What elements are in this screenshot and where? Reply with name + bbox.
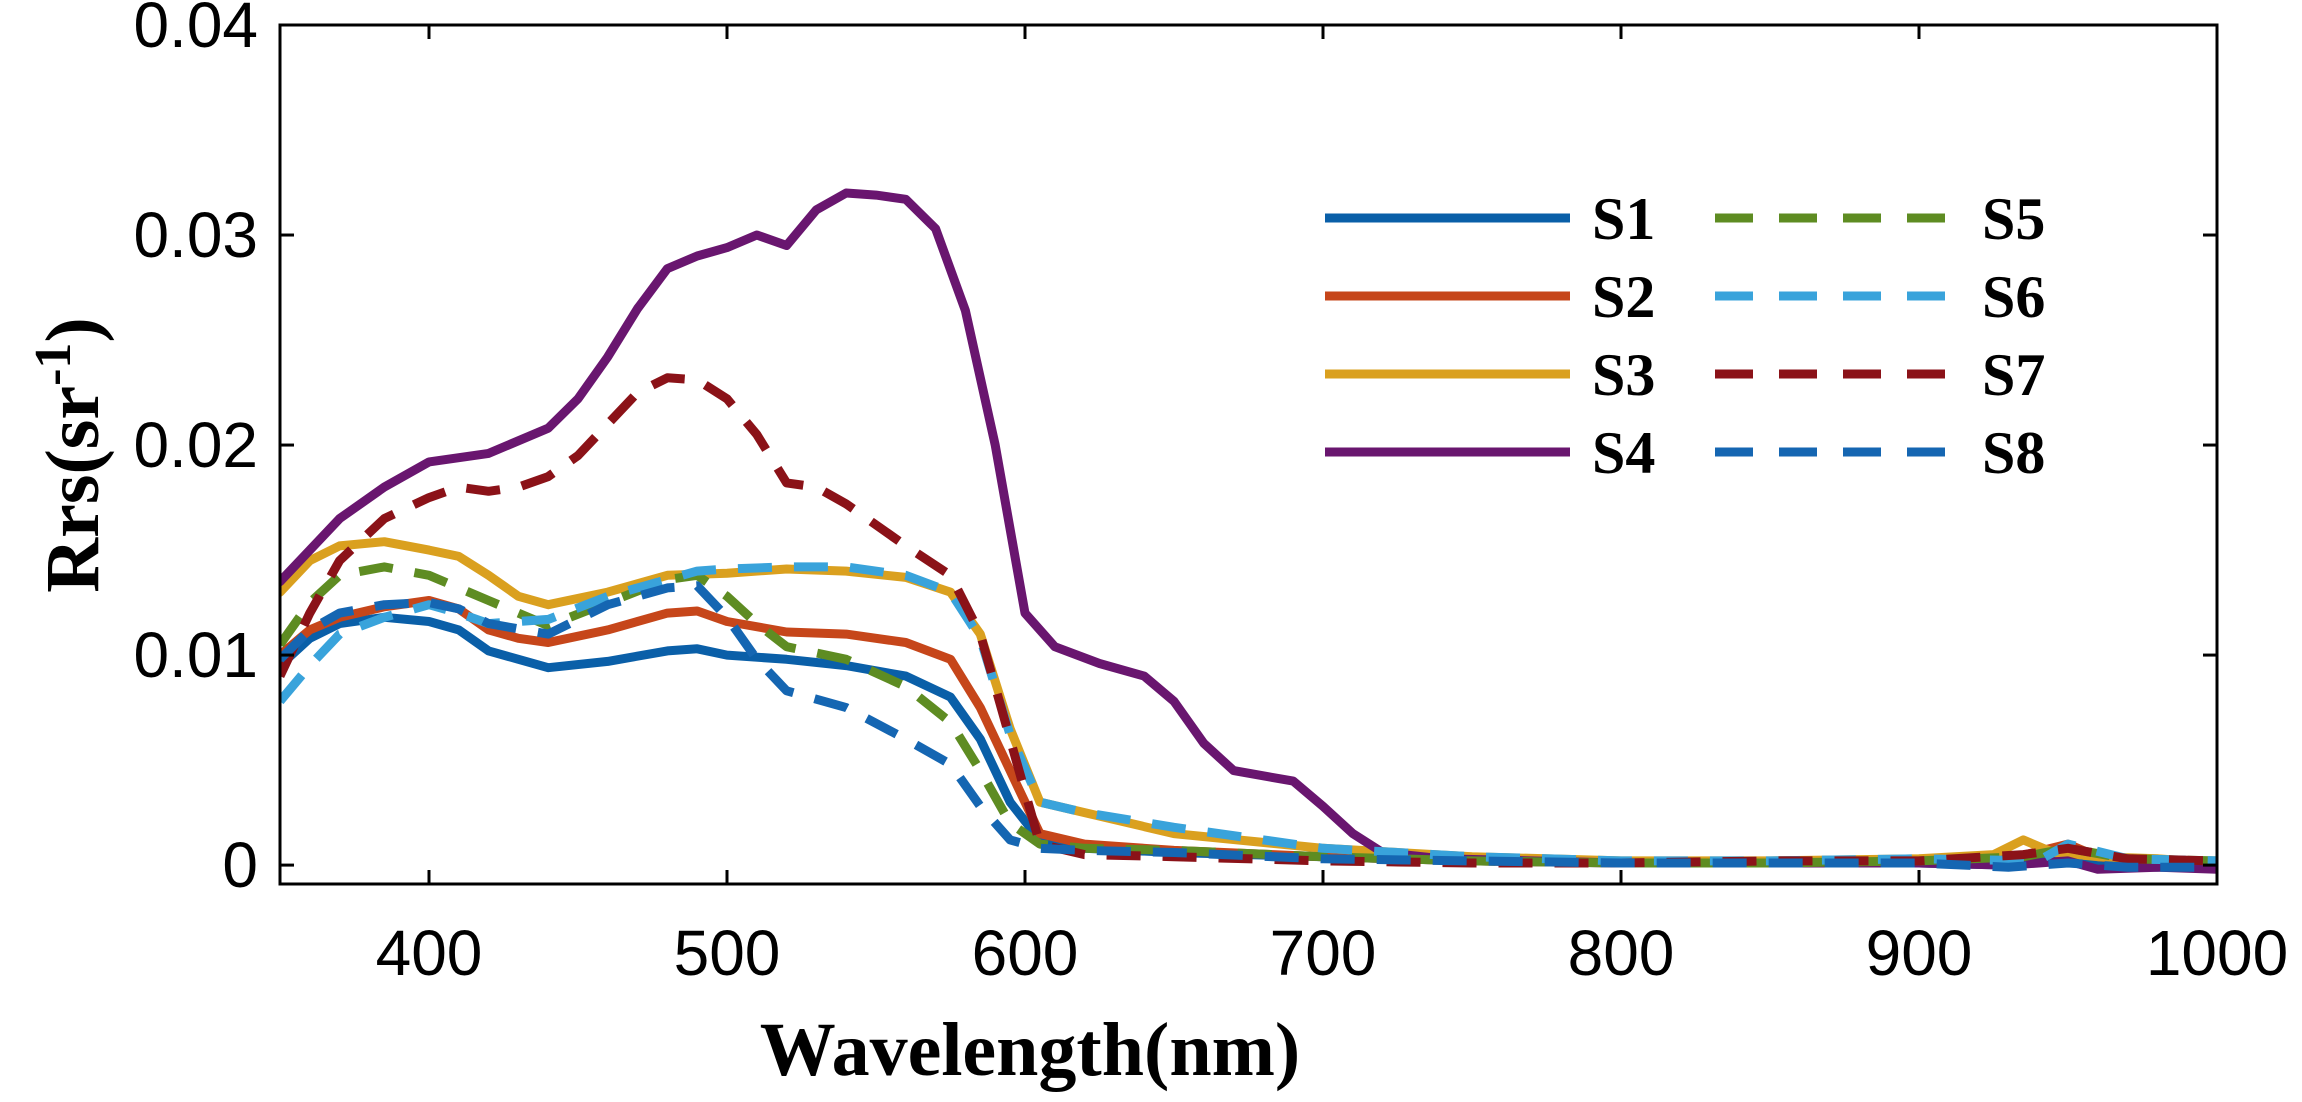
- ticks-layer: 400 500 600 700 800 900 1000 0 0.01 0.02 0.03 0.04: [133, 0, 2288, 989]
- x-tick-label: 1000: [2146, 917, 2288, 989]
- series-line-s1: [280, 612, 2217, 872]
- legend-label-s3: S3: [1592, 342, 1655, 408]
- x-tick-label: 600: [972, 917, 1079, 989]
- y-tick-label: 0.04: [133, 0, 258, 61]
- series-line-s6: [280, 562, 2217, 866]
- y-tick-label: 0: [222, 829, 258, 901]
- y-tick-label: 0.03: [133, 199, 258, 271]
- x-tick-label: 700: [1270, 917, 1377, 989]
- series-line-s8: [280, 581, 2217, 872]
- series-line-s3: [280, 537, 2217, 868]
- legend-label-s7: S7: [1982, 342, 2045, 408]
- series-line-s2: [280, 596, 2217, 868]
- y-axis-title-sup: -1: [25, 343, 82, 386]
- legend: S1 S2 S3 S4 S5 S6 S7 S8: [1325, 186, 2045, 486]
- x-tick-label: 900: [1866, 917, 1973, 989]
- legend-label-s4: S4: [1592, 420, 1655, 486]
- y-tick-label: 0.02: [133, 409, 258, 481]
- legend-label-s2: S2: [1592, 264, 1655, 330]
- series-layer: [280, 188, 2217, 874]
- x-tick-label: 500: [674, 917, 781, 989]
- y-axis-title: Rrs(sr-1): [25, 317, 116, 592]
- x-tick-label: 400: [376, 917, 483, 989]
- x-axis-title: Wavelength(nm): [760, 1008, 1300, 1092]
- y-tick-label: 0.01: [133, 619, 258, 691]
- series-line-s5: [280, 562, 2217, 868]
- legend-label-s8: S8: [1982, 420, 2045, 486]
- legend-label-s1: S1: [1592, 186, 1655, 252]
- legend-label-s5: S5: [1982, 186, 2045, 252]
- y-axis-title-main: Rrs(sr: [31, 386, 115, 593]
- y-axis-title-close: ): [31, 317, 115, 342]
- legend-label-s6: S6: [1982, 264, 2045, 330]
- x-tick-label: 800: [1568, 917, 1675, 989]
- plot-frame: [278, 23, 2219, 886]
